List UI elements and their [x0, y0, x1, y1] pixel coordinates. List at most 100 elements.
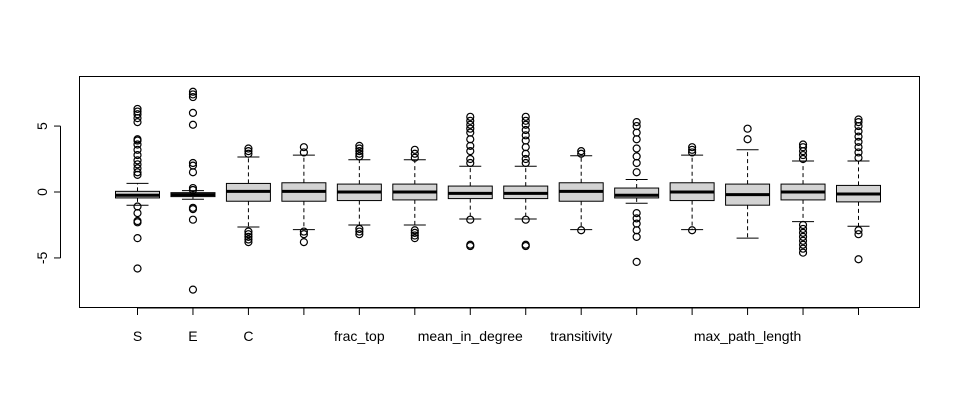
outlier-point: [521, 125, 530, 135]
outlier-point: [688, 145, 697, 154]
outlier-point: [688, 148, 697, 157]
outlier-point: [188, 158, 198, 168]
x-tick-label: frac_top: [334, 328, 385, 344]
outlier-point: [410, 231, 419, 240]
outlier-point: [521, 131, 530, 140]
outlier-point: [410, 145, 419, 154]
x-tick-label: mean_in_degree: [418, 328, 523, 344]
box-7: [447, 112, 493, 251]
outlier-point: [798, 228, 808, 237]
outlier-point: [133, 140, 142, 149]
outlier-point: [244, 149, 253, 158]
outlier-point: [133, 107, 142, 116]
x-tick-label: max_path_length: [694, 328, 801, 344]
outlier-point: [798, 232, 808, 241]
outlier-point: [133, 160, 142, 169]
outlier-point: [466, 112, 475, 121]
outlier-point: [798, 224, 808, 234]
outlier-point: [466, 141, 475, 150]
y-tick-label: 0: [34, 188, 50, 196]
outlier-point: [854, 153, 863, 162]
outlier-point: [854, 137, 863, 146]
outlier-point: [466, 120, 475, 129]
outlier-point: [466, 158, 475, 168]
outlier-point: [244, 144, 253, 153]
outlier-point: [133, 104, 142, 114]
outlier-point: [854, 118, 863, 127]
outlier-point: [521, 120, 530, 129]
outlier-point: [244, 147, 253, 156]
x-tick-label: transitivity: [550, 328, 612, 344]
box-9: [558, 147, 604, 235]
outlier-point: [798, 248, 808, 257]
outlier-point: [521, 158, 530, 168]
outlier-point: [355, 144, 364, 153]
outlier-point: [798, 244, 808, 253]
outlier-point: [410, 234, 419, 243]
outlier-point: [521, 116, 530, 125]
boxes-group: [115, 87, 881, 294]
outlier-point: [466, 116, 475, 125]
outlier-point: [244, 238, 253, 247]
outlier-point: [133, 118, 142, 127]
outlier-point: [632, 232, 641, 241]
outlier-point: [188, 215, 198, 224]
outlier-point: [466, 124, 475, 133]
box-10: [614, 118, 660, 266]
outlier-point: [632, 118, 641, 127]
outlier-point: [466, 215, 475, 224]
outlier-point: [355, 152, 364, 161]
outlier-point: [133, 202, 142, 211]
outlier-point: [521, 215, 530, 224]
y-axis: -5 0 5: [34, 122, 61, 264]
outlier-point: [466, 135, 475, 144]
x-tick-label: E: [188, 328, 197, 344]
outlier-point: [133, 264, 142, 273]
outlier-point: [798, 154, 808, 164]
outlier-point: [632, 144, 641, 153]
outlier-point: [188, 203, 198, 212]
outlier-point: [355, 141, 364, 150]
outlier-point: [632, 209, 641, 218]
box-12: [725, 124, 771, 239]
outlier-point: [188, 108, 198, 117]
outlier-point: [410, 226, 419, 235]
outlier-point: [632, 214, 641, 223]
outlier-point: [410, 149, 419, 158]
box-2: [170, 87, 216, 294]
y-tick-label: 5: [34, 122, 50, 130]
outlier-point: [688, 226, 697, 235]
outlier-point: [854, 226, 863, 235]
outlier-point: [577, 147, 586, 156]
outlier-point: [854, 143, 863, 152]
outlier-point: [188, 168, 198, 177]
outlier-point: [632, 219, 641, 228]
outlier-point: [244, 232, 253, 241]
outlier-point: [133, 164, 142, 173]
outlier-point: [632, 226, 641, 235]
y-tick-label: -5: [34, 252, 50, 265]
box-13: [780, 140, 826, 257]
outlier-point: [133, 234, 142, 243]
outlier-point: [299, 148, 308, 157]
outlier-point: [798, 240, 808, 249]
box-5: [336, 141, 382, 239]
outlier-point: [632, 128, 641, 137]
x-tick-label: S: [133, 328, 142, 344]
outlier-point: [133, 135, 142, 144]
outlier-point: [577, 226, 586, 235]
box-14: [836, 115, 881, 264]
box-4: [281, 143, 327, 247]
outlier-point: [632, 135, 641, 144]
outlier-point: [854, 132, 863, 141]
box-iqr: [614, 187, 660, 199]
outlier-point: [632, 152, 641, 161]
outlier-point: [188, 161, 198, 170]
outlier-point: [188, 120, 198, 129]
outlier-point: [299, 238, 308, 247]
outlier-point: [688, 143, 697, 152]
box-6: [392, 145, 438, 243]
